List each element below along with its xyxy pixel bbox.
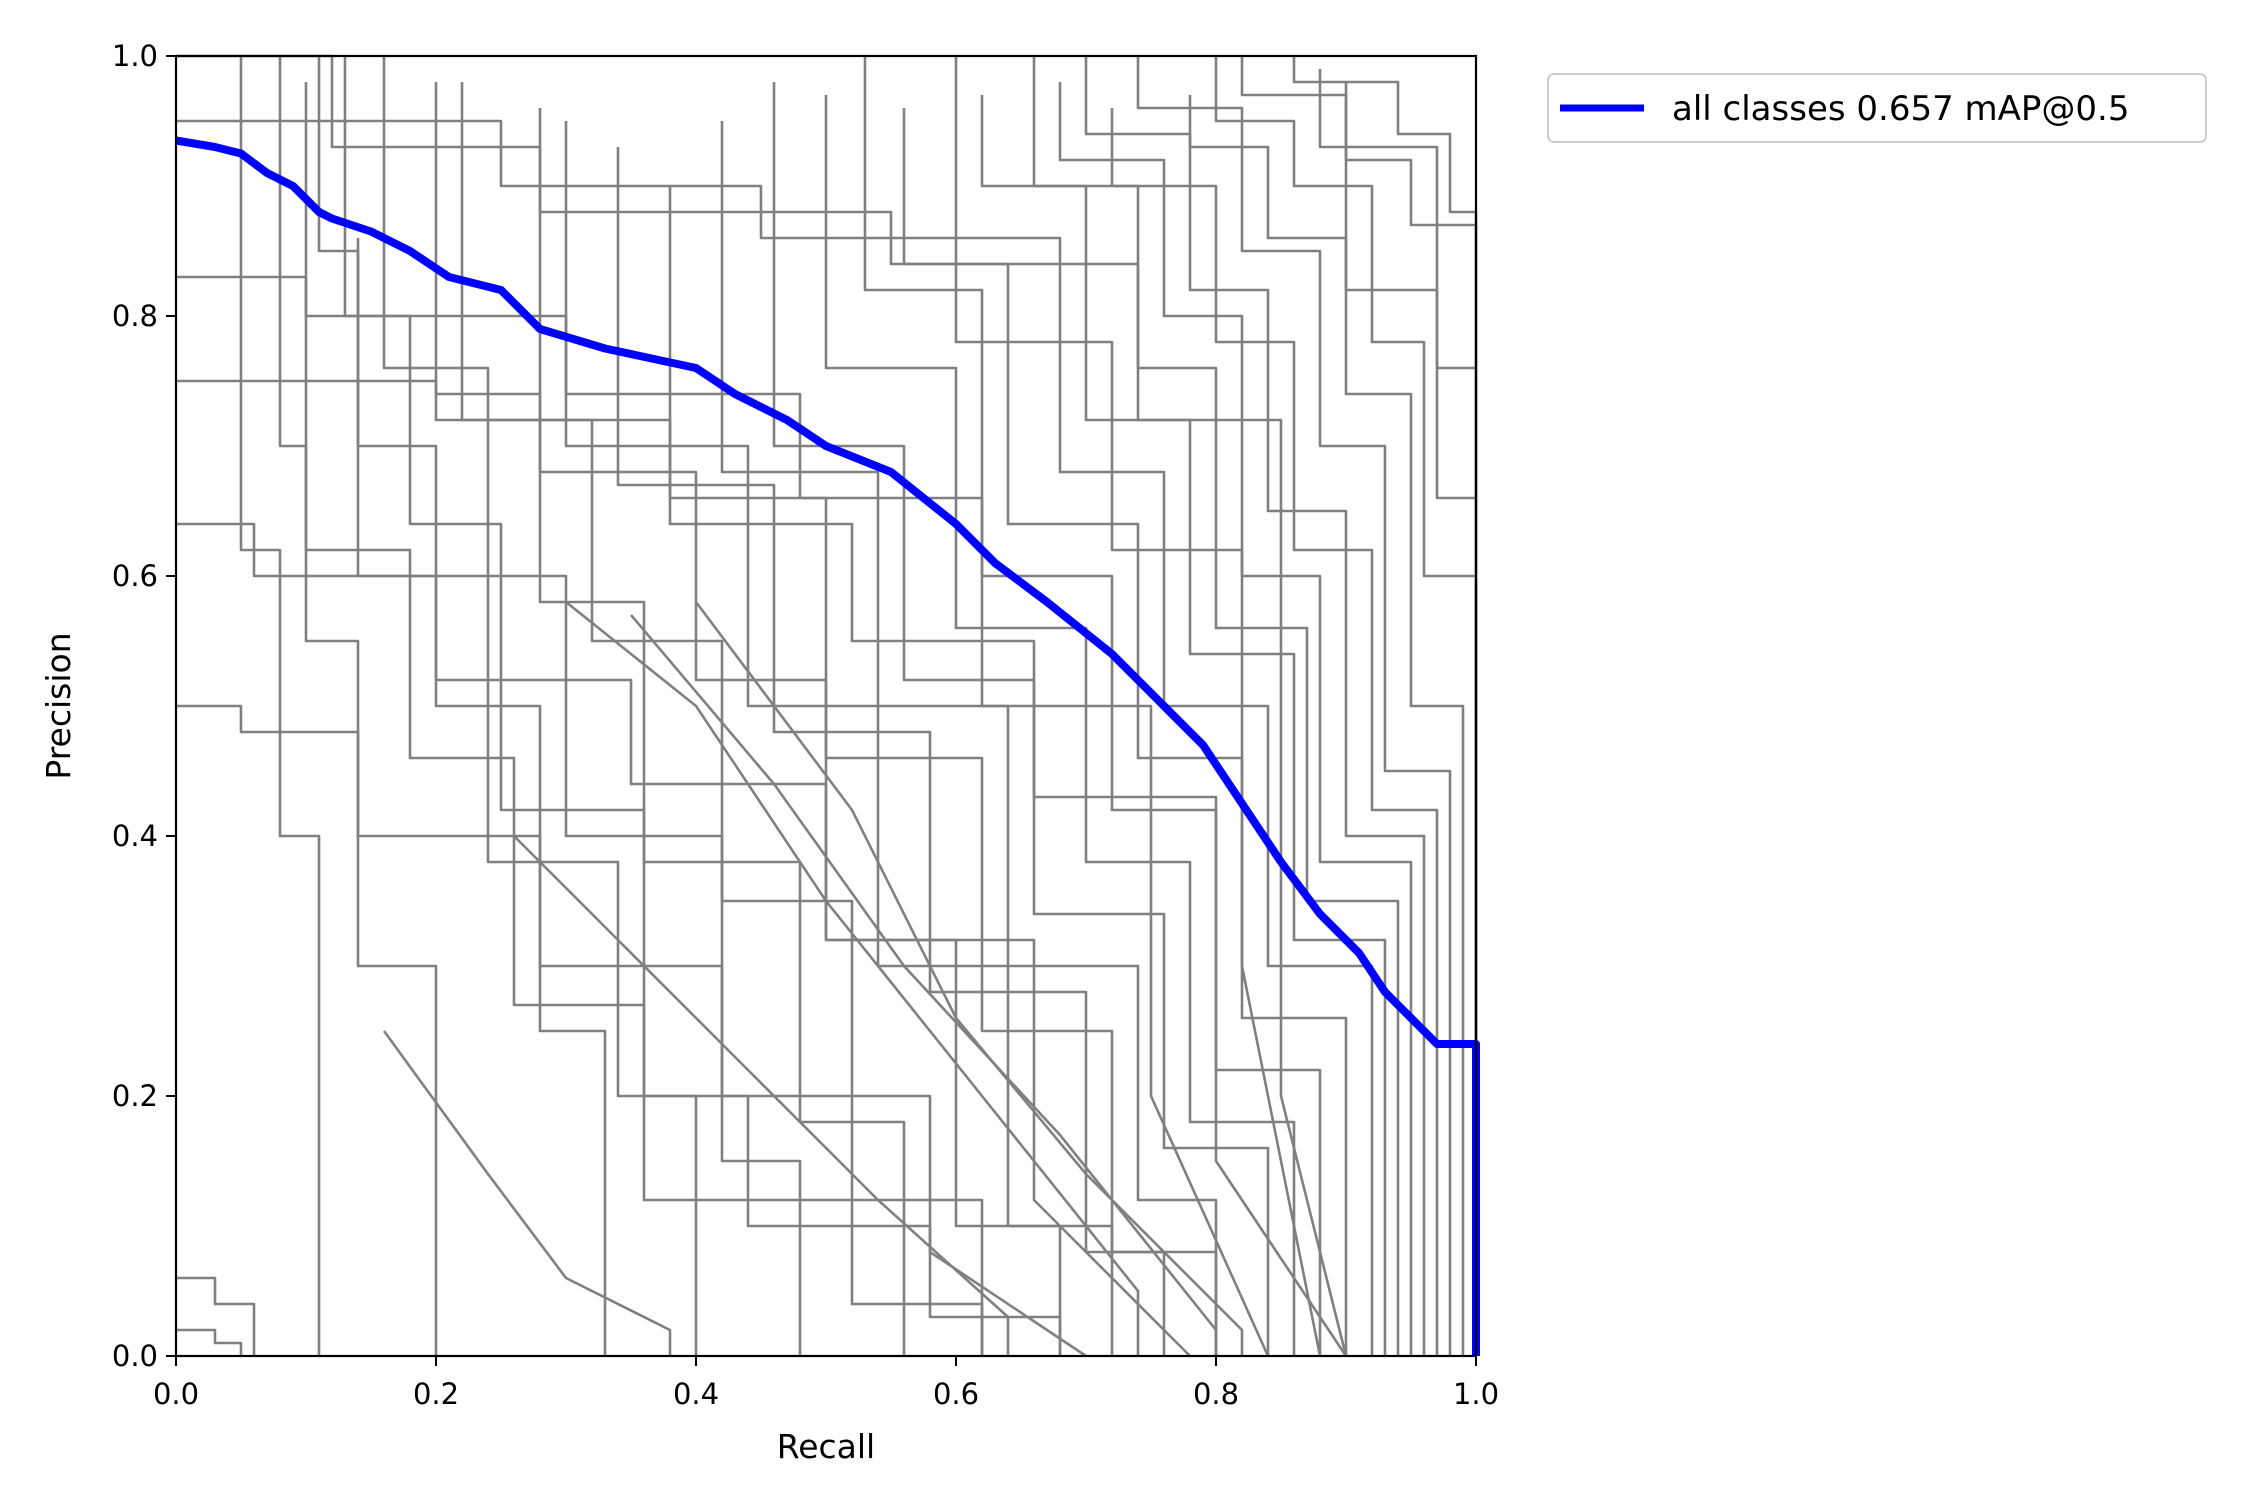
class-pr-curve-27 <box>1032 56 1400 1356</box>
y-tick-label: 0.6 <box>112 559 158 593</box>
class-pr-curve-25 <box>954 56 1374 1356</box>
class-pr-curve-29 <box>1084 56 1426 1356</box>
class-pr-curve-33 <box>1214 56 1478 1356</box>
class-pr-curve-18 <box>616 147 1166 1356</box>
class-pr-curve-23 <box>863 56 1322 1356</box>
class-pr-curve-5 <box>176 522 1191 1357</box>
ticks-layer: 0.0 0.2 0.4 0.6 0.8 1.0 0.0 0.2 0.4 0.6 0.8 1.0 <box>112 39 1499 1411</box>
class-pr-curve-7 <box>176 1276 256 1356</box>
class-pr-curve-42 <box>694 601 1244 1356</box>
class-pr-curve-34 <box>1240 56 1478 1356</box>
class-pr-curve-6 <box>176 704 1087 1358</box>
x-tick-label: 0.0 <box>153 1377 199 1411</box>
class-pr-curve-17 <box>564 121 1114 1356</box>
class-pr-curve-8 <box>176 1328 243 1356</box>
class-pr-curve-38 <box>304 82 984 1356</box>
legend-box <box>1547 73 2207 143</box>
x-tick-label: 0.6 <box>933 1377 979 1411</box>
class-pr-curve-10 <box>278 56 438 1356</box>
class-pr-curve-20 <box>720 121 1218 1356</box>
x-tick-label: 1.0 <box>1453 1377 1499 1411</box>
y-tick-label: 0.2 <box>112 1079 158 1113</box>
class-pr-curve-21 <box>772 82 1270 1356</box>
class-pr-curve-19 <box>668 186 1218 1356</box>
all-classes-pr-curve <box>175 136 1480 1356</box>
class-pr-curve-44 <box>382 1030 672 1356</box>
y-axis-label: Precision <box>39 632 78 779</box>
class-pr-curve-32 <box>1188 95 1465 1356</box>
legend-entry-label: all classes 0.657 mAP@0.5 <box>1672 89 2129 129</box>
class-pr-curve-15 <box>460 82 984 1356</box>
x-tick-label: 0.4 <box>673 1377 719 1411</box>
y-tick-label: 0.8 <box>112 299 158 333</box>
x-tick-label: 0.8 <box>1193 1377 1239 1411</box>
class-pr-curve-39 <box>356 238 1062 1356</box>
class-pr-curve-35 <box>1292 56 1478 1356</box>
class-pr-curve-40 <box>565 600 1140 1356</box>
class-pr-curve-43 <box>513 835 1010 1356</box>
class-pr-curve-30 <box>1110 108 1439 1356</box>
class-pr-curve-22 <box>824 95 1296 1356</box>
class-pr-curve-24 <box>902 108 1348 1356</box>
y-tick-label: 1.0 <box>112 39 158 73</box>
y-tick-label: 0.0 <box>112 1339 158 1373</box>
x-tick-label: 0.2 <box>413 1377 459 1411</box>
class-pr-curve-9 <box>239 56 321 1356</box>
class-pr-curve-41 <box>630 614 1218 1356</box>
class-pr-curve-4 <box>176 379 1348 1357</box>
legend: all classes 0.657 mAP@0.5 <box>1547 73 2207 143</box>
curves-layer <box>175 54 1480 1358</box>
y-tick-label: 0.4 <box>112 819 158 853</box>
x-axis-label: Recall <box>777 1427 875 1466</box>
plot-frame <box>174 54 1478 1358</box>
